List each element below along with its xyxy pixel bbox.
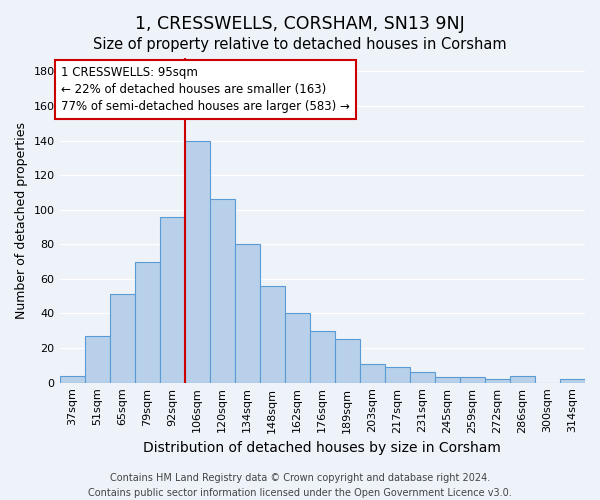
Bar [510, 376, 535, 382]
Bar [209, 200, 235, 382]
Bar [335, 340, 360, 382]
Bar [410, 372, 435, 382]
Bar [235, 244, 260, 382]
Bar [134, 262, 160, 382]
Y-axis label: Number of detached properties: Number of detached properties [15, 122, 28, 318]
Bar [360, 364, 385, 382]
Bar [460, 378, 485, 382]
Bar [485, 379, 510, 382]
Bar [260, 286, 285, 382]
Text: Size of property relative to detached houses in Corsham: Size of property relative to detached ho… [93, 38, 507, 52]
Bar [160, 216, 185, 382]
Text: 1 CRESSWELLS: 95sqm
← 22% of detached houses are smaller (163)
77% of semi-detac: 1 CRESSWELLS: 95sqm ← 22% of detached ho… [61, 66, 350, 113]
Bar [560, 379, 585, 382]
Text: 1, CRESSWELLS, CORSHAM, SN13 9NJ: 1, CRESSWELLS, CORSHAM, SN13 9NJ [135, 15, 465, 33]
Text: Contains HM Land Registry data © Crown copyright and database right 2024.
Contai: Contains HM Land Registry data © Crown c… [88, 472, 512, 498]
X-axis label: Distribution of detached houses by size in Corsham: Distribution of detached houses by size … [143, 441, 501, 455]
Bar [385, 367, 410, 382]
Bar [85, 336, 110, 382]
Bar [59, 376, 85, 382]
Bar [285, 314, 310, 382]
Bar [310, 331, 335, 382]
Bar [435, 378, 460, 382]
Bar [185, 140, 209, 382]
Bar [110, 294, 134, 382]
